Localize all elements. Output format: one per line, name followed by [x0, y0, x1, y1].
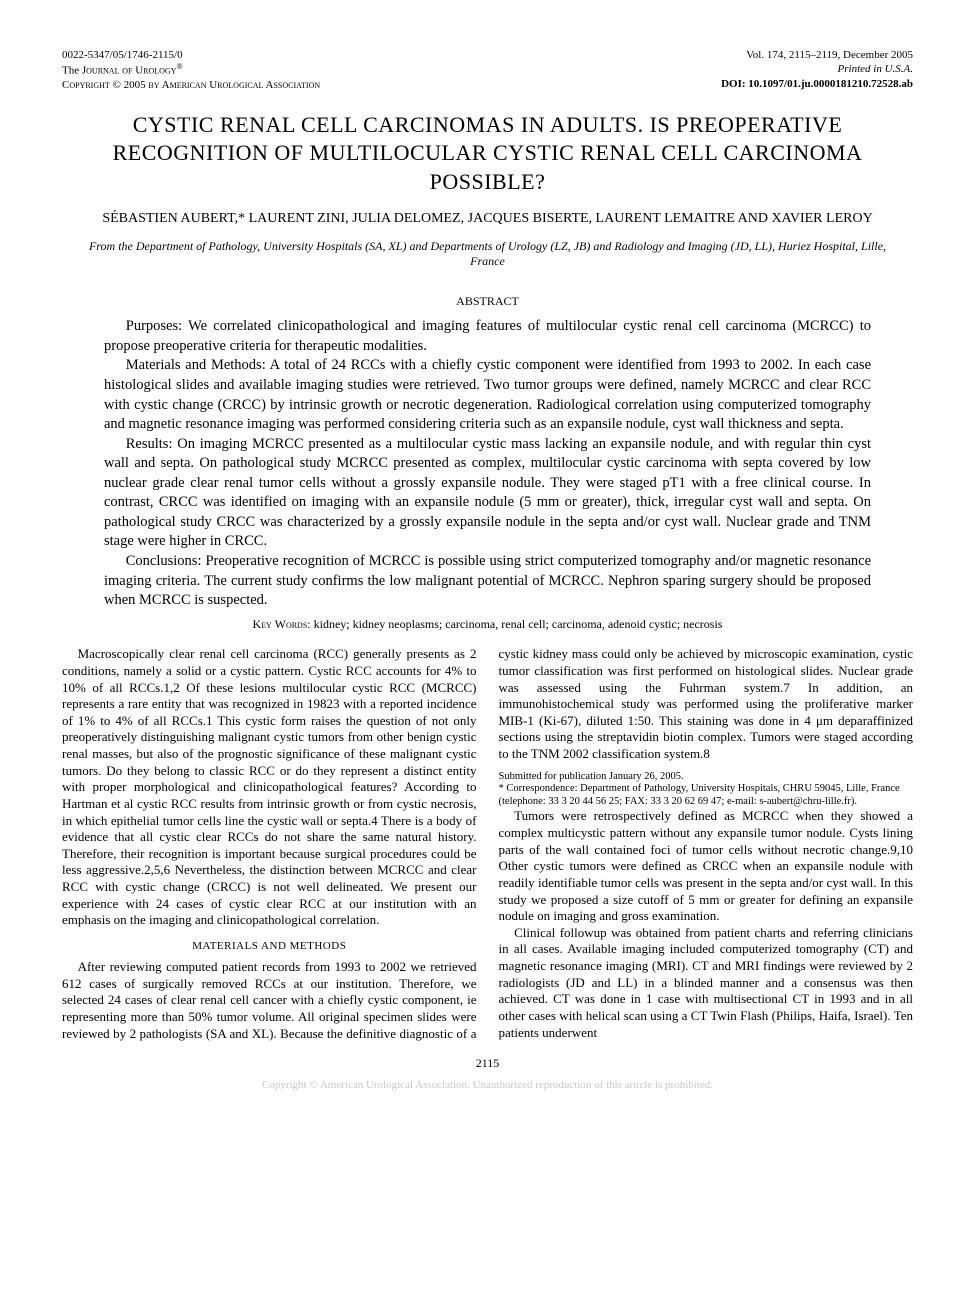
footnote-correspondence: * Correspondence: Department of Patholog… — [499, 783, 914, 808]
abstract-results: Results: On imaging MCRCC presented as a… — [104, 435, 871, 552]
mm-paragraph-2: Tumors were retrospectively defined as M… — [499, 808, 914, 924]
volume-line: Vol. 174, 2115–2119, December 2005 — [721, 48, 913, 62]
header-left: 0022-5347/05/1746-2115/0 The Journal of … — [62, 48, 320, 93]
abstract-body: Purposes: We correlated clinicopathologi… — [62, 317, 913, 610]
authors: SÉBASTIEN AUBERT,* LAURENT ZINI, JULIA D… — [62, 210, 913, 228]
abstract-purposes: Purposes: We correlated clinicopathologi… — [104, 317, 871, 356]
materials-methods-heading: MATERIALS AND METHODS — [62, 939, 477, 953]
footnotes: Submitted for publication January 26, 20… — [499, 771, 914, 809]
affiliation: From the Department of Pathology, Univer… — [62, 239, 913, 270]
body-columns: Macroscopically clear renal cell carcino… — [62, 646, 913, 1042]
abstract-label: ABSTRACT — [62, 294, 913, 310]
journal-line: The Journal of Urology® — [62, 62, 320, 78]
mm-paragraph-3: Clinical followup was obtained from pati… — [499, 925, 914, 1041]
doi-line: DOI: 10.1097/01.ju.0000181210.72528.ab — [721, 77, 913, 91]
printed-line: Printed in U.S.A. — [721, 62, 913, 76]
issn-line: 0022-5347/05/1746-2115/0 — [62, 48, 320, 62]
header-right: Vol. 174, 2115–2119, December 2005 Print… — [721, 48, 913, 93]
copyright-footer: Copyright © American Urological Associat… — [62, 1078, 913, 1092]
keywords: Key Words: kidney; kidney neoplasms; car… — [62, 617, 913, 633]
abstract-conclusions: Conclusions: Preoperative recognition of… — [104, 552, 871, 611]
header-meta: 0022-5347/05/1746-2115/0 The Journal of … — [62, 48, 913, 93]
abstract-methods: Materials and Methods: A total of 24 RCC… — [104, 356, 871, 434]
footnote-submitted: Submitted for publication January 26, 20… — [499, 771, 914, 784]
copyright-line: Copyright © 2005 by American Urological … — [62, 78, 320, 92]
article-title: CYSTIC RENAL CELL CARCINOMAS IN ADULTS. … — [62, 111, 913, 197]
intro-paragraph: Macroscopically clear renal cell carcino… — [62, 646, 477, 929]
page-number: 2115 — [62, 1056, 913, 1072]
